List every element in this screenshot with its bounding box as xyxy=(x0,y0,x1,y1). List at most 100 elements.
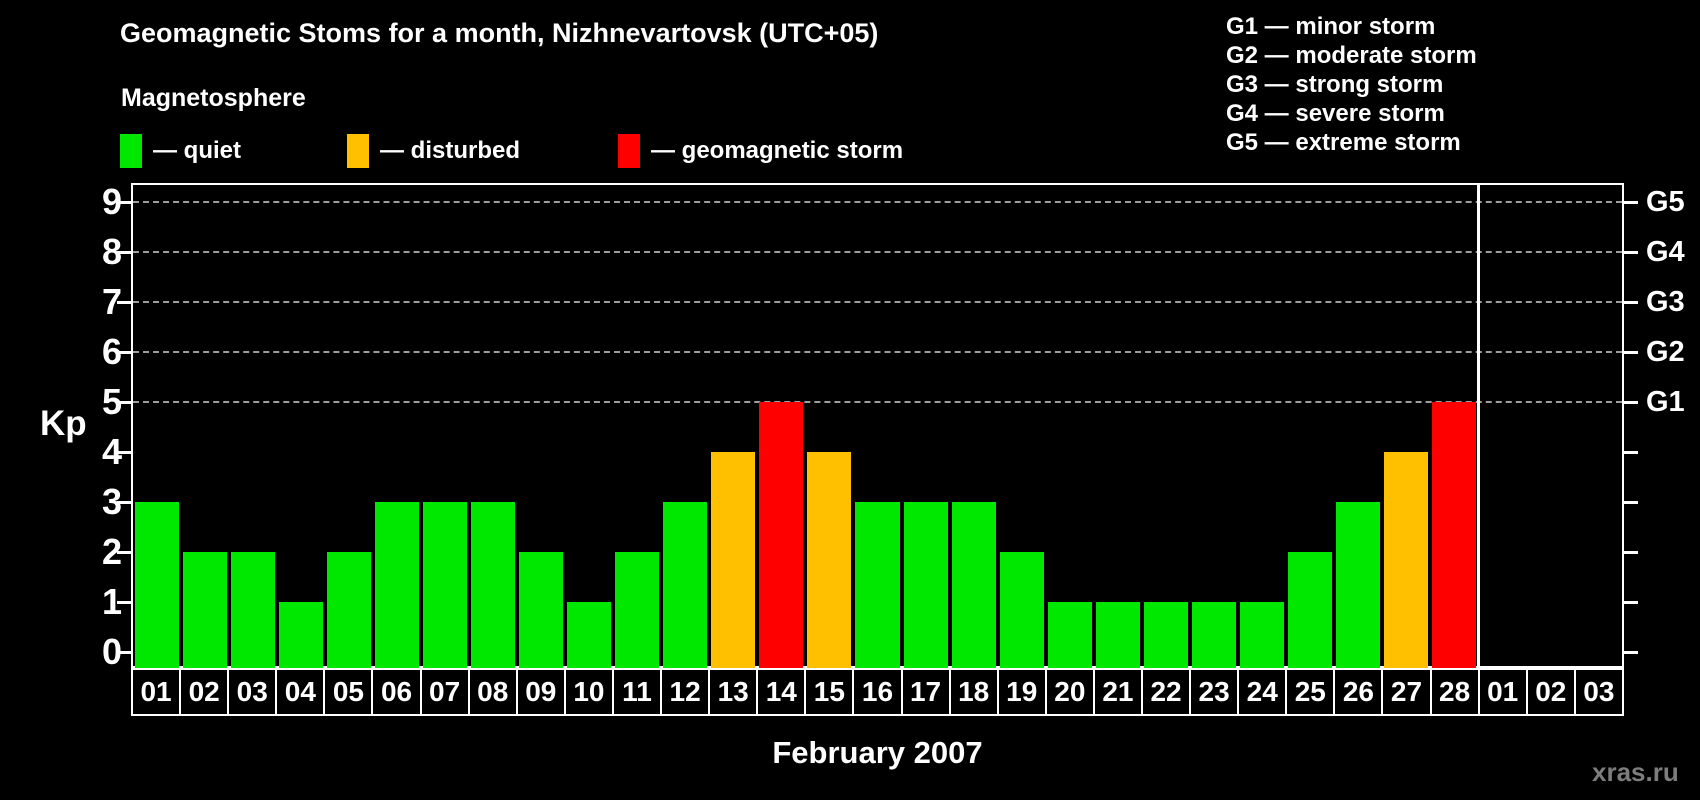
bar-feb-15 xyxy=(807,452,852,668)
quiet-color-swatch xyxy=(120,133,142,168)
right-axis-label-g3: G3 xyxy=(1646,286,1685,318)
x-axis-title: February 2007 xyxy=(772,735,983,770)
bar-feb-20 xyxy=(1047,602,1092,668)
bar-feb-01 xyxy=(135,502,180,668)
gridline-kp-9 xyxy=(133,201,1622,203)
right-axis-tick-4 xyxy=(1624,451,1638,454)
y-axis-label-8: 8 xyxy=(101,231,122,272)
storm-scale-legend: G1 — minor storm G2 — moderate storm G3 … xyxy=(1226,12,1477,157)
date-cell-feb-15: 15 xyxy=(804,668,855,716)
date-cell-feb-21: 21 xyxy=(1092,668,1143,716)
bar-feb-24 xyxy=(1239,602,1284,668)
date-cell-feb-11: 11 xyxy=(611,668,663,716)
storm-scale-g3: G3 — strong storm xyxy=(1226,71,1444,98)
date-cell-feb-27: 27 xyxy=(1381,668,1432,716)
right-axis-tick-0 xyxy=(1624,651,1638,654)
date-cell-feb-05: 05 xyxy=(323,668,374,716)
gridline-kp-6 xyxy=(133,351,1622,353)
bar-feb-05 xyxy=(327,552,372,668)
y-axis-title: Kp xyxy=(40,404,87,443)
y-axis-label-3: 3 xyxy=(101,481,122,522)
left-axis-tick-3 xyxy=(117,501,131,504)
date-cell-feb-24: 24 xyxy=(1237,668,1288,716)
y-axis-label-1: 1 xyxy=(101,581,122,622)
bar-feb-12 xyxy=(663,502,708,668)
storm-color-swatch xyxy=(618,133,640,168)
bar-feb-13 xyxy=(711,452,756,668)
watermark: xras.ru xyxy=(1592,757,1679,787)
date-cell-mar-01: 01 xyxy=(1477,668,1528,716)
chart-title: Geomagnetic Stoms for a month, Nizhnevar… xyxy=(120,18,879,48)
right-axis-label-g2: G2 xyxy=(1646,336,1685,368)
date-cell-mar-03: 03 xyxy=(1573,668,1624,716)
date-cell-feb-20: 20 xyxy=(1044,668,1095,716)
storm-scale-g5: G5 — extreme storm xyxy=(1226,129,1461,156)
left-axis-tick-1 xyxy=(117,601,131,604)
plot-area xyxy=(131,183,1624,668)
bar-feb-17 xyxy=(903,502,948,668)
legend-item-disturbed: — disturbed xyxy=(347,133,520,168)
right-axis-label-g5: G5 xyxy=(1646,186,1685,218)
gridline-kp-7 xyxy=(133,301,1622,303)
bar-feb-10 xyxy=(567,602,612,668)
legend-item-disturbed-label: — disturbed xyxy=(380,136,521,164)
date-cell-feb-12: 12 xyxy=(660,668,711,716)
left-axis-tick-7 xyxy=(117,301,131,304)
date-cell-feb-13: 13 xyxy=(708,668,759,716)
right-axis-tick-9 xyxy=(1624,201,1638,204)
right-axis-tick-6 xyxy=(1624,351,1638,354)
bar-feb-18 xyxy=(951,502,996,668)
x-axis-date-row: 01 02 03 04 05 06 07 08 09 10 11 12 13 14 15 16 17 18 19 20… xyxy=(131,668,1624,716)
date-cell-feb-25: 25 xyxy=(1285,668,1336,716)
date-cell-feb-22: 22 xyxy=(1140,668,1192,716)
right-axis-tick-7 xyxy=(1624,301,1638,304)
date-cell-feb-08: 08 xyxy=(467,668,518,716)
bar-feb-02 xyxy=(183,552,228,668)
y-axis-label-2: 2 xyxy=(101,531,122,572)
left-axis-tick-0 xyxy=(117,651,131,654)
date-cell-feb-09: 09 xyxy=(515,668,566,716)
month-separator-line xyxy=(1476,185,1480,668)
left-axis-tick-9 xyxy=(117,201,131,204)
right-axis-tick-3 xyxy=(1624,501,1638,504)
right-axis-label-g1: G1 xyxy=(1646,386,1685,418)
date-cell-feb-26: 26 xyxy=(1333,668,1384,716)
disturbed-color-swatch xyxy=(347,133,369,168)
date-cell-feb-01: 01 xyxy=(131,668,182,716)
date-cell-feb-14: 14 xyxy=(756,668,807,716)
y-axis-label-0: 0 xyxy=(101,631,122,672)
bar-feb-11 xyxy=(615,552,660,668)
date-cell-feb-17: 17 xyxy=(900,668,951,716)
left-axis-tick-2 xyxy=(117,551,131,554)
date-cell-feb-28: 28 xyxy=(1429,668,1480,716)
bar-feb-19 xyxy=(999,552,1044,668)
storm-scale-g1: G1 — minor storm xyxy=(1226,13,1436,40)
legend-heading: Magnetosphere xyxy=(121,84,306,112)
date-cell-feb-23: 23 xyxy=(1189,668,1240,716)
bar-feb-23 xyxy=(1191,602,1236,668)
date-cell-feb-10: 10 xyxy=(563,668,614,716)
date-cell-feb-19: 19 xyxy=(996,668,1047,716)
date-cell-feb-07: 07 xyxy=(419,668,470,716)
storm-scale-g4: G4 — severe storm xyxy=(1226,100,1445,127)
date-cell-feb-03: 03 xyxy=(227,668,278,716)
date-cell-mar-02: 02 xyxy=(1525,668,1576,716)
bar-feb-22 xyxy=(1143,602,1188,668)
y-axis-label-4: 4 xyxy=(101,431,122,472)
date-cell-feb-04: 04 xyxy=(275,668,326,716)
bar-feb-26 xyxy=(1335,502,1380,668)
y-axis-label-7: 7 xyxy=(101,281,122,322)
right-axis-tick-5 xyxy=(1624,401,1638,404)
bar-feb-27 xyxy=(1383,452,1428,668)
gridline-kp-8 xyxy=(133,251,1622,253)
bar-feb-09 xyxy=(519,552,564,668)
date-cell-feb-02: 02 xyxy=(179,668,230,716)
bar-feb-03 xyxy=(231,552,276,668)
date-cell-feb-16: 16 xyxy=(852,668,903,716)
bar-feb-07 xyxy=(423,502,468,668)
y-axis-label-5: 5 xyxy=(101,381,122,422)
legend-item-quiet-label: — quiet xyxy=(153,136,241,164)
left-axis-tick-8 xyxy=(117,251,131,254)
bar-feb-21 xyxy=(1095,602,1140,668)
bar-feb-04 xyxy=(279,602,324,668)
